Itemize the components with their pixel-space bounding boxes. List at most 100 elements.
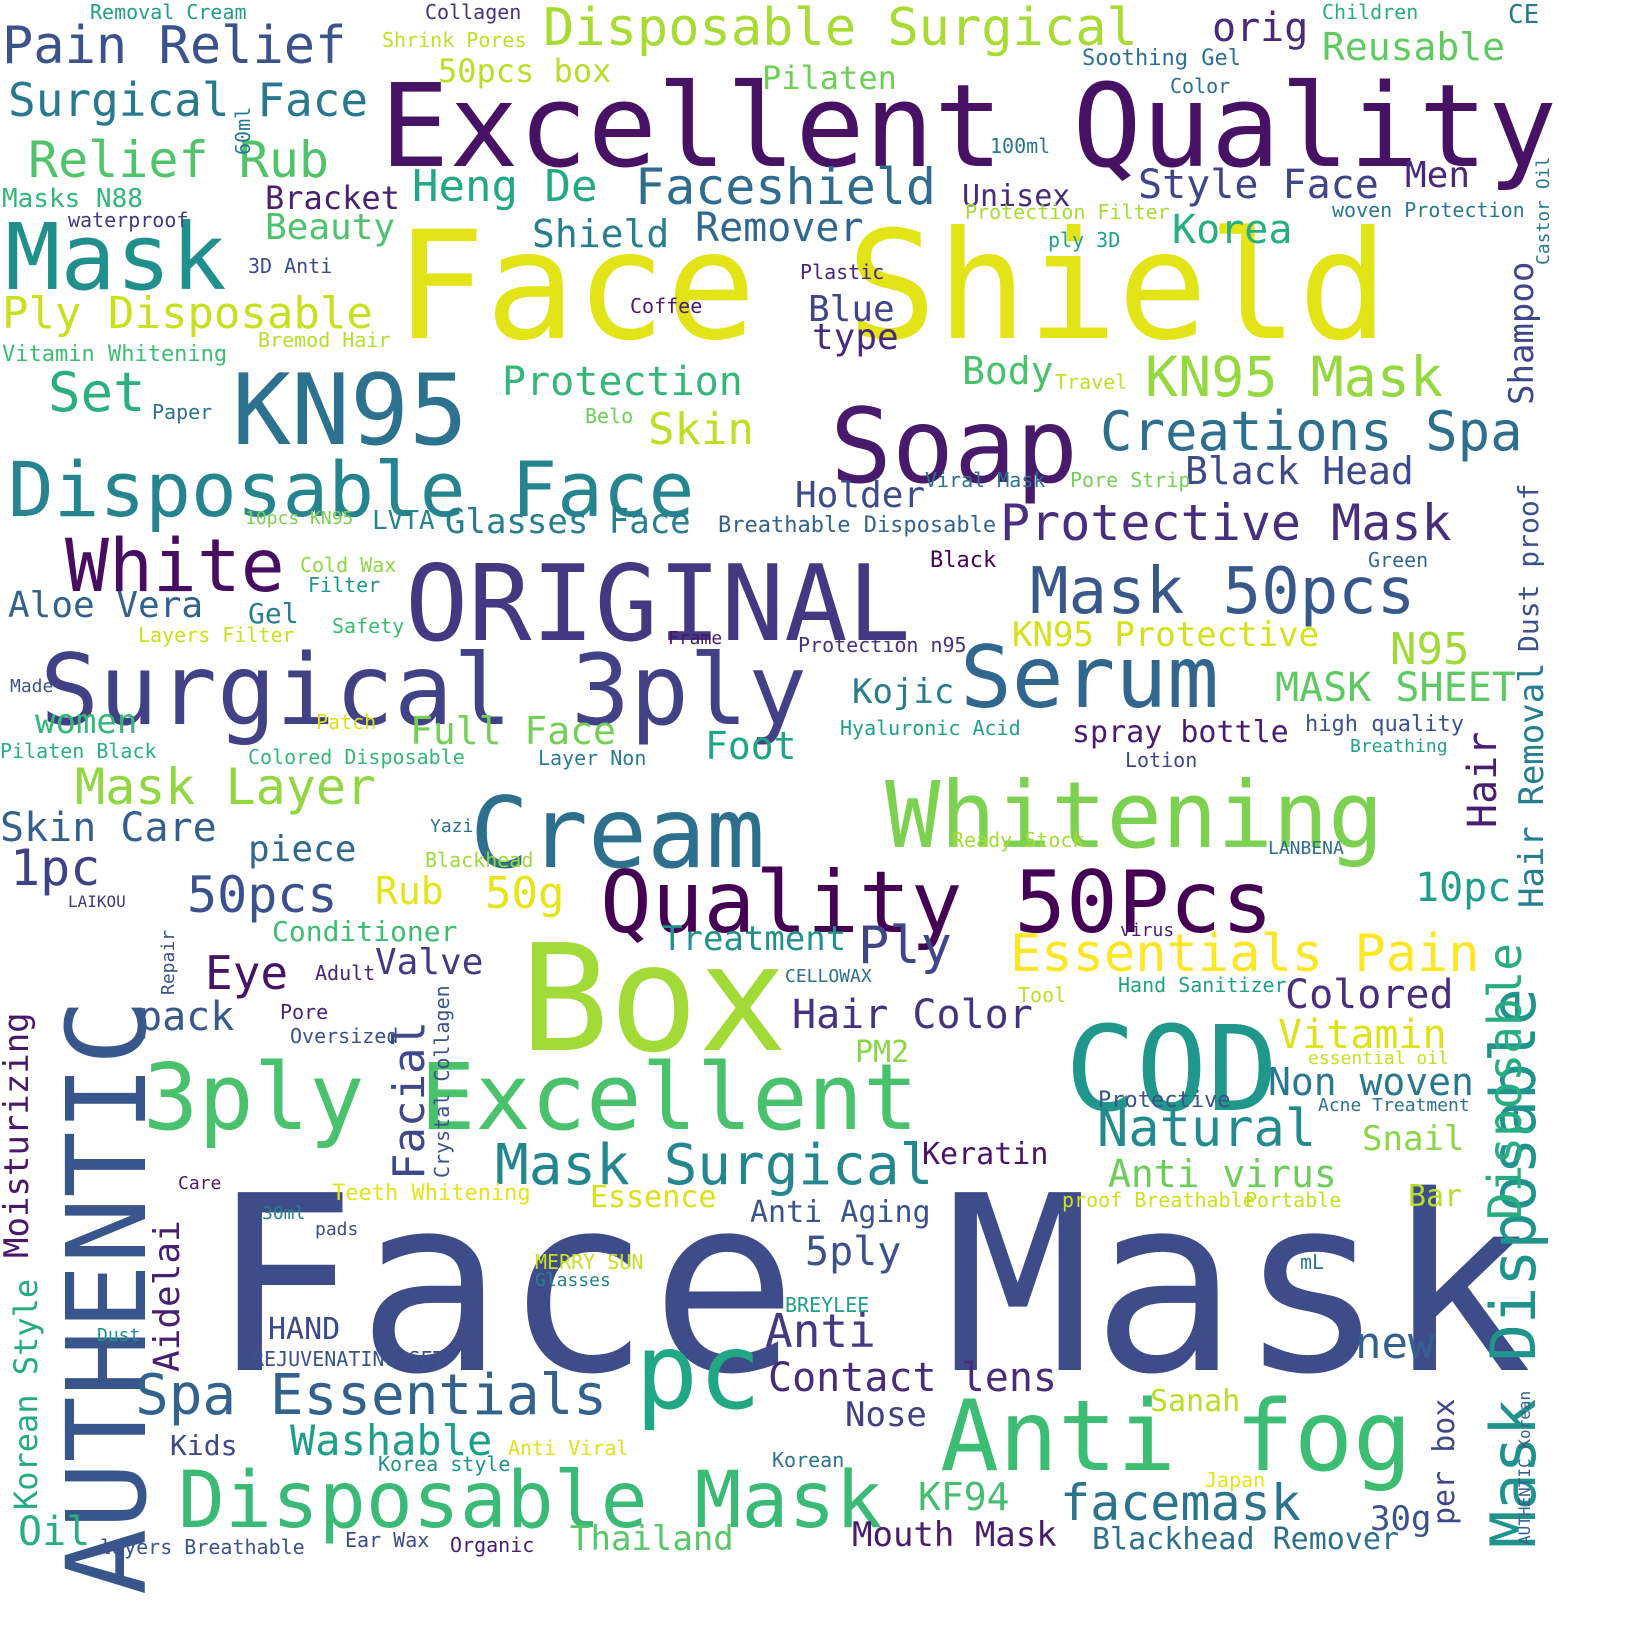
word: Natural	[1097, 1099, 1317, 1159]
word: Travel	[1055, 370, 1128, 394]
word: Teeth Whitening	[332, 1181, 531, 1206]
word: layers Breathable	[100, 1535, 305, 1559]
word: Unisex	[962, 179, 1071, 214]
word: Valve	[375, 942, 484, 983]
word: Patch	[316, 710, 377, 734]
word: Protection Filter	[965, 200, 1170, 224]
word: Shrink Pores	[382, 28, 527, 52]
word: Face Mask	[210, 1144, 1533, 1428]
word: Treatment	[662, 919, 847, 959]
word: Protective Mask	[1000, 494, 1452, 552]
word: Style Face	[1138, 162, 1379, 208]
word: LANBENA	[1268, 838, 1344, 859]
word: Anti Aging	[750, 1195, 931, 1230]
word: Quality 50Pcs	[600, 853, 1274, 953]
word: Green	[1368, 548, 1429, 572]
word: Korea	[1172, 207, 1293, 253]
word: White	[65, 524, 285, 609]
word: Body	[962, 349, 1054, 393]
word: Color	[1170, 74, 1231, 98]
word: MASK SHEET	[1275, 665, 1516, 711]
word: REJUVENATING SET	[252, 1347, 445, 1371]
word: Oil	[18, 1509, 91, 1555]
word: Essentials Pain	[1010, 924, 1480, 984]
word: Rub	[375, 869, 444, 913]
word: Remover	[695, 205, 864, 251]
word: Masks N88	[2, 184, 143, 214]
word: Ready Stock	[952, 828, 1085, 852]
word: Pain Relief	[2, 16, 347, 76]
word: essential oil	[1308, 1048, 1449, 1069]
word: orig	[1212, 5, 1309, 51]
word: Ply Disposable	[2, 288, 373, 339]
word: mL	[1300, 1250, 1325, 1274]
word: 3ply Excellent	[143, 1044, 919, 1151]
word: Kids	[170, 1429, 238, 1462]
word: pc	[635, 1311, 762, 1433]
word: Hair Removal	[1512, 662, 1552, 908]
word: spray bottle	[1072, 715, 1289, 750]
word: Box	[520, 913, 788, 1085]
word: 1pc	[10, 839, 101, 897]
word: Safety	[332, 614, 405, 638]
word: Shield	[532, 212, 670, 256]
word: 50pcs	[187, 866, 338, 924]
word: CELLOWAX	[785, 966, 872, 987]
word: Washable	[290, 1416, 493, 1465]
word: Moisturizing	[0, 1012, 37, 1258]
word: virus	[1120, 920, 1175, 941]
word: PM2	[855, 1035, 910, 1070]
word: Portable	[1245, 1188, 1342, 1212]
word: Lotion	[1125, 748, 1198, 772]
word: per box	[1427, 1398, 1462, 1525]
word: Serum	[960, 628, 1219, 728]
word: Mouth Mask	[852, 1515, 1057, 1555]
word: 30g	[1370, 1499, 1432, 1539]
word: ORIGINAL	[405, 543, 911, 665]
word: Ear Wax	[345, 1528, 430, 1552]
word: Aidelai	[147, 1220, 188, 1372]
word: Mask	[5, 204, 227, 311]
word: Coffee	[630, 294, 703, 318]
word: Blackhead	[425, 848, 534, 872]
word: 60ml	[231, 106, 255, 155]
word: Gel	[248, 597, 299, 630]
word: Hair Color	[792, 992, 1033, 1038]
word: Faceshield	[635, 158, 937, 216]
word: Ply	[858, 916, 952, 976]
word: Eye	[205, 946, 289, 1000]
word: Pore	[280, 1000, 329, 1024]
word: Repair	[158, 929, 179, 995]
word: 30ml	[262, 1203, 306, 1224]
word: Full Face	[410, 709, 616, 753]
word: pack	[138, 994, 235, 1040]
word: Disposable Surgical	[543, 0, 1138, 58]
word: Care	[178, 1173, 222, 1194]
word: Skin Care	[0, 805, 217, 851]
word: Korean	[772, 1448, 845, 1472]
word: Beauty	[265, 207, 396, 248]
word: HAND	[268, 1312, 341, 1347]
word: LVTA	[372, 506, 435, 536]
word: Surgical Face	[8, 73, 369, 127]
word: Soap	[830, 387, 1079, 507]
word: Surgical 3ply	[40, 634, 808, 748]
word: piece	[248, 829, 357, 870]
word: Skin	[648, 404, 754, 455]
word: Set	[48, 361, 146, 424]
word: Layers Filter	[138, 623, 295, 647]
word: Vitamin Whitening	[2, 342, 228, 367]
word: Relief Rub	[28, 131, 330, 189]
word: Black Head	[1185, 449, 1414, 493]
word: 50pcs box	[438, 52, 612, 90]
word: AUTHENTIC Korean	[1515, 1390, 1534, 1545]
word: Disposable Mask	[178, 1456, 883, 1546]
word: N95	[1390, 624, 1470, 675]
word: Thailand	[570, 1519, 734, 1559]
word: Creations Spa	[1100, 400, 1523, 463]
word: Keratin	[922, 1137, 1049, 1172]
word: ply 3D	[1048, 228, 1121, 252]
word: Tool	[1018, 983, 1067, 1007]
word: Mask Surgical	[495, 1133, 934, 1198]
